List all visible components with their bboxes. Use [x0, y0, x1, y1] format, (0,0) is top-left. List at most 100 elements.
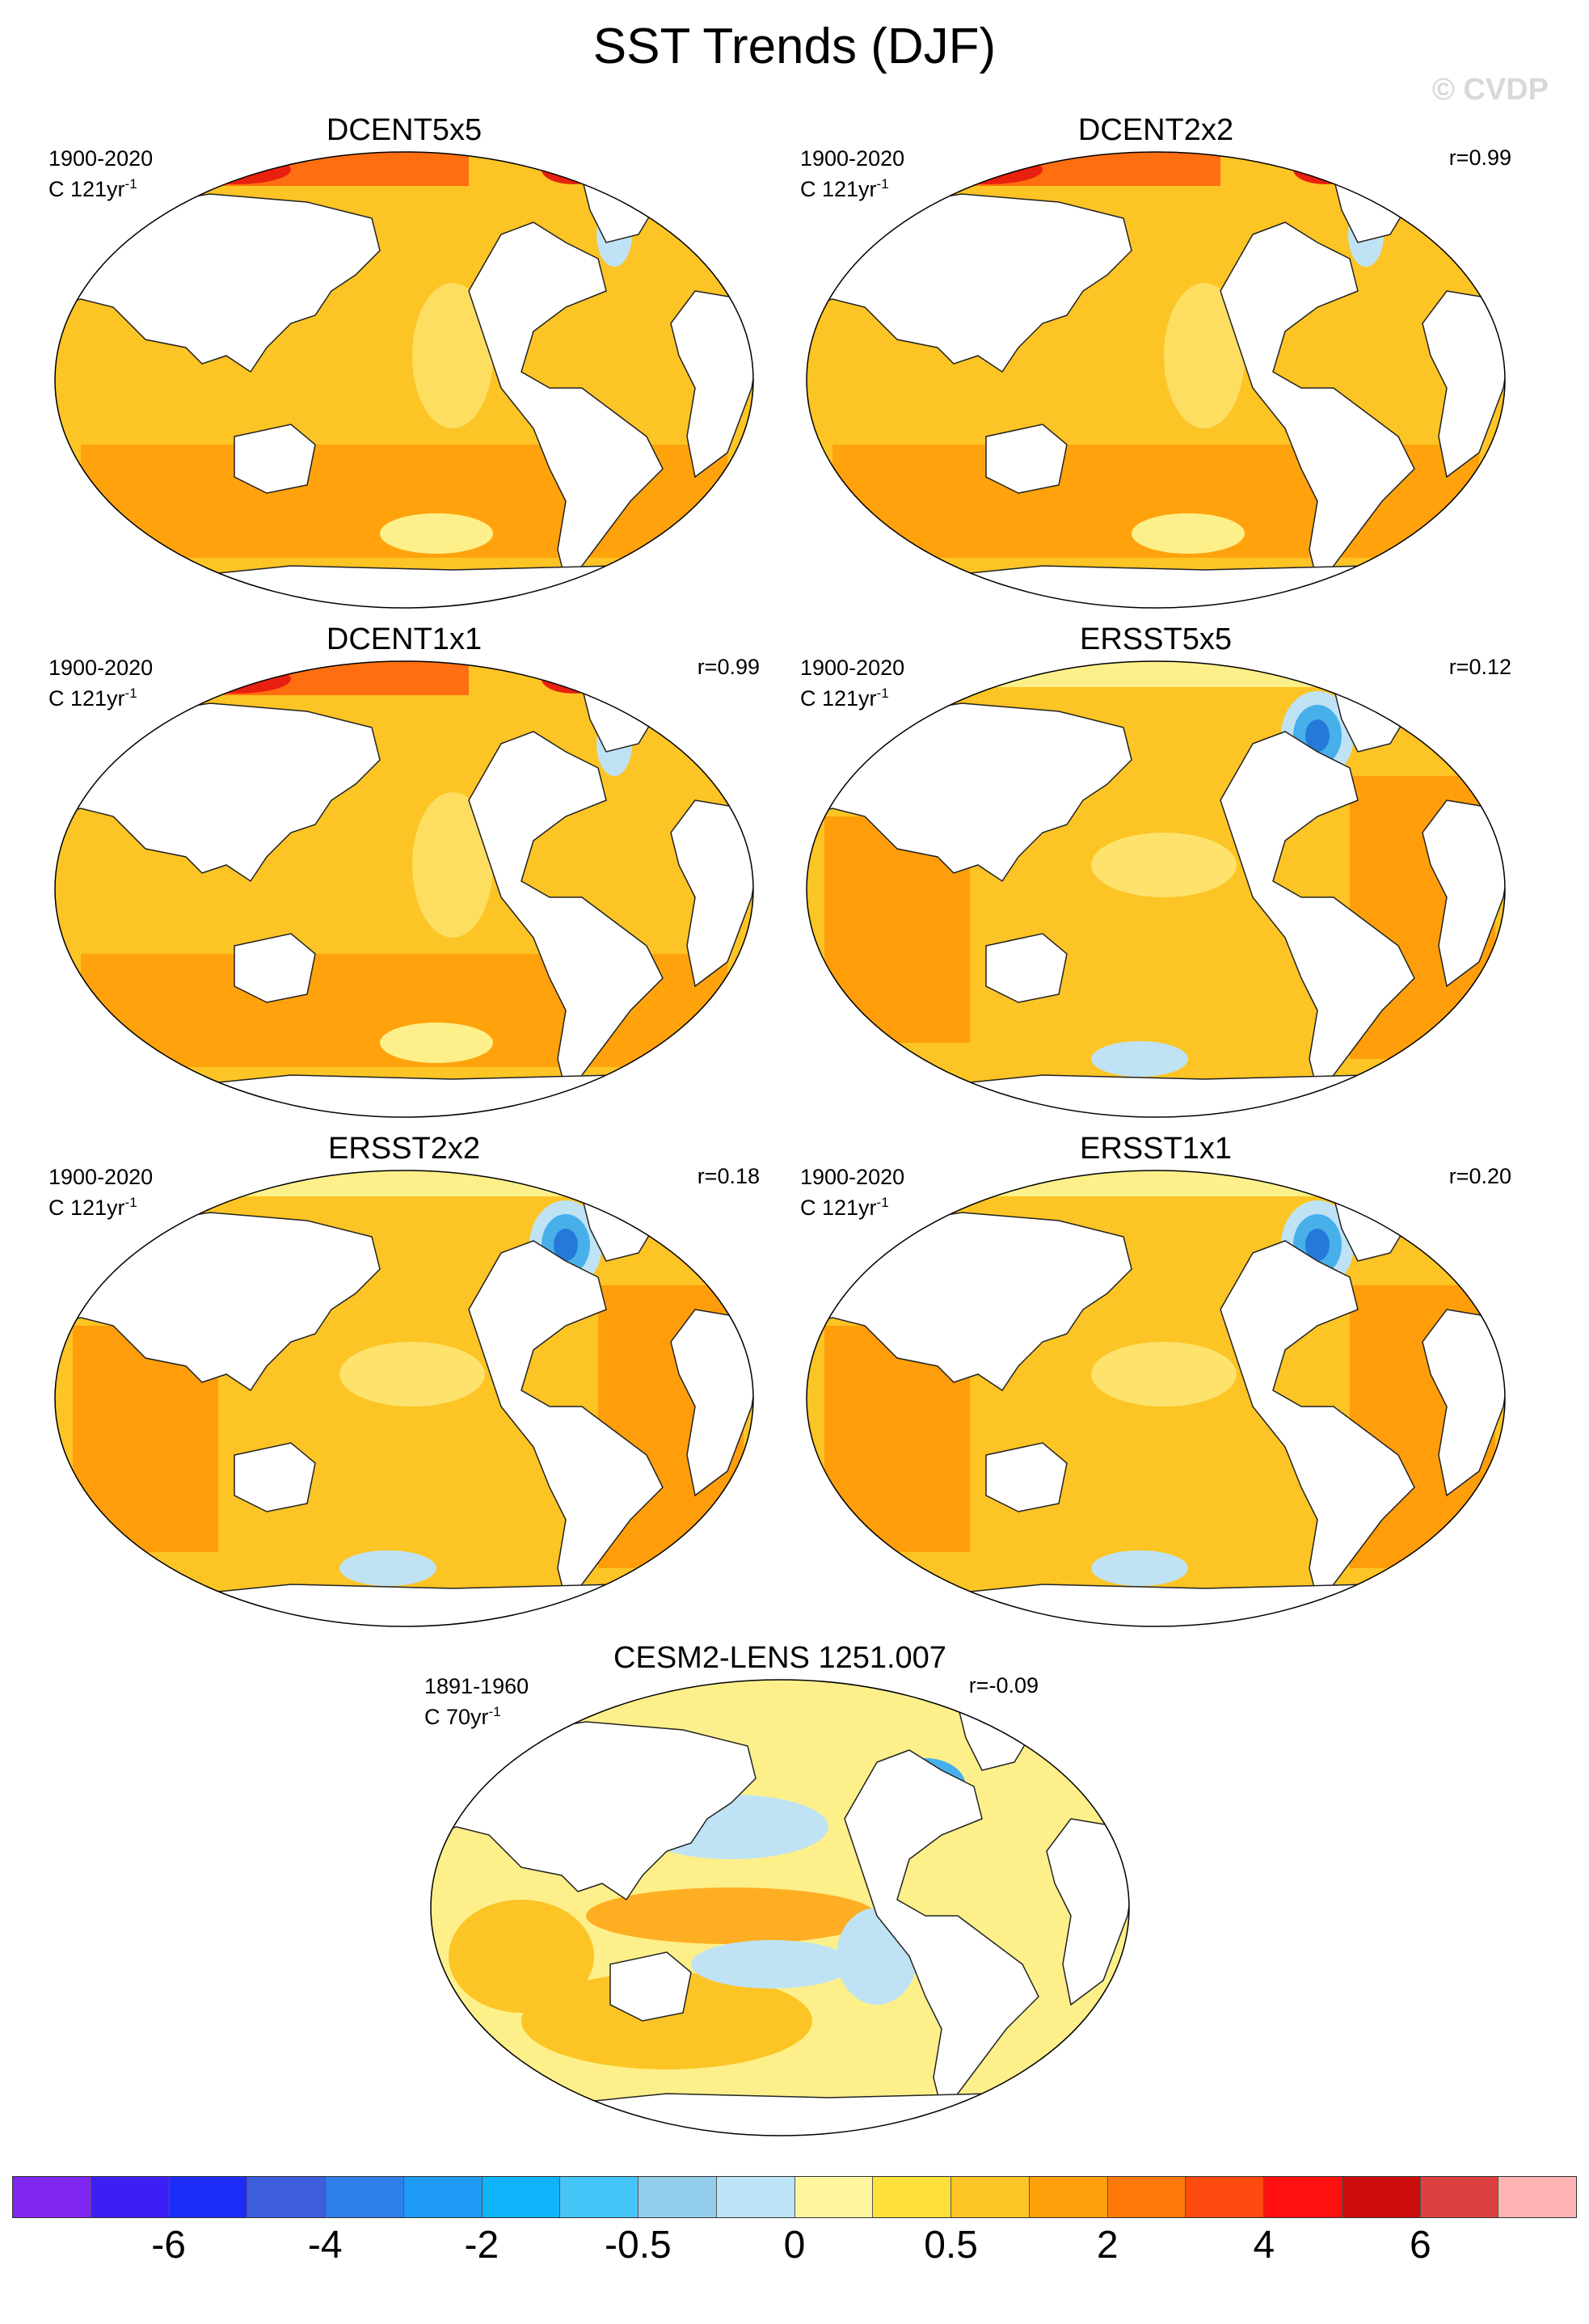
- trend-region: [929, 155, 1043, 184]
- trend-region: [178, 664, 291, 694]
- land-africa: [1422, 290, 1505, 479]
- trend-region: [339, 1342, 485, 1407]
- map-frame: [54, 151, 754, 609]
- land-eurasia: [55, 702, 381, 883]
- map-frame: [806, 660, 1506, 1118]
- units-label: C 121yr-1: [48, 176, 137, 201]
- panel-title: ERSST5x5: [1080, 622, 1232, 656]
- period-years: 1900-2020: [48, 656, 154, 680]
- land-australia: [985, 933, 1068, 1003]
- correlation-label: r=0.99: [697, 655, 760, 679]
- correlation-label: r=0.18: [697, 1164, 760, 1188]
- colorbar-tick-label: 4: [1253, 2224, 1275, 2267]
- sst-trend-map: [54, 151, 754, 609]
- trend-region: [1305, 1229, 1330, 1261]
- land-australia: [234, 424, 316, 494]
- trend-region: [449, 1900, 594, 2013]
- units-label: C 121yr-1: [800, 685, 889, 711]
- period-years: 1900-2020: [800, 1165, 905, 1189]
- trend-region: [412, 283, 493, 428]
- land-antarctica: [880, 565, 1448, 608]
- colorbar-box: [873, 2177, 951, 2217]
- land-australia: [234, 1442, 316, 1512]
- land-antarctica: [504, 2093, 1072, 2136]
- panel-title: DCENT1x1: [326, 622, 483, 656]
- sst-trend-map: [430, 1679, 1130, 2136]
- trend-region: [1305, 719, 1330, 752]
- colorbar-box: [951, 2177, 1030, 2217]
- panel-dcent2x2: DCENT2x2 1900-2020 C 121yr-1 r=0.99: [800, 113, 1511, 614]
- land-americas: [468, 221, 664, 584]
- panel-ersst5x5: ERSST5x5 1900-2020 C 121yr-1 r=0.12: [800, 622, 1511, 1124]
- land-africa: [670, 290, 753, 479]
- trend-region: [586, 1887, 877, 1944]
- land-eurasia: [807, 193, 1132, 373]
- panel-title: DCENT5x5: [326, 113, 483, 147]
- land-eurasia: [55, 193, 381, 373]
- sst-trend-map: [806, 151, 1506, 609]
- period-years: 1900-2020: [800, 146, 905, 171]
- panel-title: ERSST1x1: [1080, 1132, 1232, 1166]
- colorbar-box: [1107, 2177, 1186, 2217]
- trend-region: [1091, 1342, 1237, 1407]
- units-label: C 121yr-1: [48, 685, 137, 711]
- colorbar-tick-label: -4: [307, 2224, 343, 2267]
- land-africa: [1046, 1818, 1129, 2006]
- period-label: 1900-2020 C 121yr-1: [48, 146, 153, 202]
- land-antarctica: [880, 1584, 1448, 1626]
- correlation-label: r=-0.09: [968, 1673, 1039, 1698]
- land-antarctica: [129, 1074, 696, 1117]
- land-americas: [1220, 1240, 1415, 1602]
- trend-region: [542, 155, 606, 184]
- trend-region: [380, 1023, 493, 1063]
- trend-region: [1091, 1041, 1188, 1077]
- colorbar-box: [794, 2177, 874, 2217]
- colorbar-box: [91, 2177, 170, 2217]
- trend-region: [412, 792, 493, 938]
- colorbar-box: [482, 2177, 561, 2217]
- colorbar-box: [1186, 2177, 1264, 2217]
- trend-region: [339, 1550, 436, 1586]
- colorbar-box: [1029, 2177, 1108, 2217]
- land-australia: [985, 424, 1068, 494]
- sst-trend-map: [806, 1170, 1506, 1627]
- panel-title: ERSST2x2: [328, 1132, 480, 1166]
- period-years: 1900-2020: [48, 1165, 154, 1189]
- correlation-label: r=0.99: [1448, 146, 1511, 170]
- panel-ersst1x1: ERSST1x1 1900-2020 C 121yr-1 r=0.20: [800, 1132, 1511, 1633]
- units-label: C 121yr-1: [48, 1195, 137, 1220]
- trend-region: [1293, 155, 1358, 184]
- panel-dcent1x1: DCENT1x1 1900-2020 C 121yr-1 r=0.99: [48, 622, 760, 1124]
- map-frame: [54, 660, 754, 1118]
- land-australia: [234, 933, 316, 1003]
- map-frame: [54, 1170, 754, 1627]
- colorbar-box: [1342, 2177, 1421, 2217]
- colorbar-box: [169, 2177, 248, 2217]
- land-eurasia: [807, 702, 1132, 883]
- period-label: 1900-2020 C 121yr-1: [48, 655, 153, 711]
- trend-region: [178, 155, 291, 184]
- trend-region: [380, 513, 493, 554]
- land-americas: [1220, 731, 1415, 1093]
- map-frame: [806, 151, 1506, 609]
- land-americas: [844, 1749, 1039, 2111]
- trend-region: [1132, 513, 1245, 554]
- colorbar-box: [326, 2177, 404, 2217]
- trend-region: [554, 1229, 578, 1261]
- colorbar-tick-label: 0.5: [924, 2224, 978, 2267]
- cvdp-watermark: © CVDP: [1431, 73, 1549, 107]
- period-years: 1900-2020: [48, 146, 154, 171]
- panel-title: DCENT2x2: [1077, 113, 1234, 147]
- colorbar-box: [403, 2177, 483, 2217]
- trend-region: [1164, 283, 1245, 428]
- colorbar: [12, 2176, 1577, 2218]
- land-americas: [1220, 221, 1415, 584]
- land-eurasia: [431, 1721, 757, 1901]
- panel-cesm2-lens: CESM2-LENS 1251.007 1891-1960 C 70yr-1 r…: [424, 1641, 1136, 2142]
- land-africa: [670, 1309, 753, 1497]
- colorbar-tick-label: 0: [783, 2224, 806, 2267]
- units-label: C 121yr-1: [800, 1195, 889, 1220]
- land-antarctica: [129, 565, 696, 608]
- colorbar-box: [639, 2177, 717, 2217]
- land-americas: [468, 1240, 664, 1602]
